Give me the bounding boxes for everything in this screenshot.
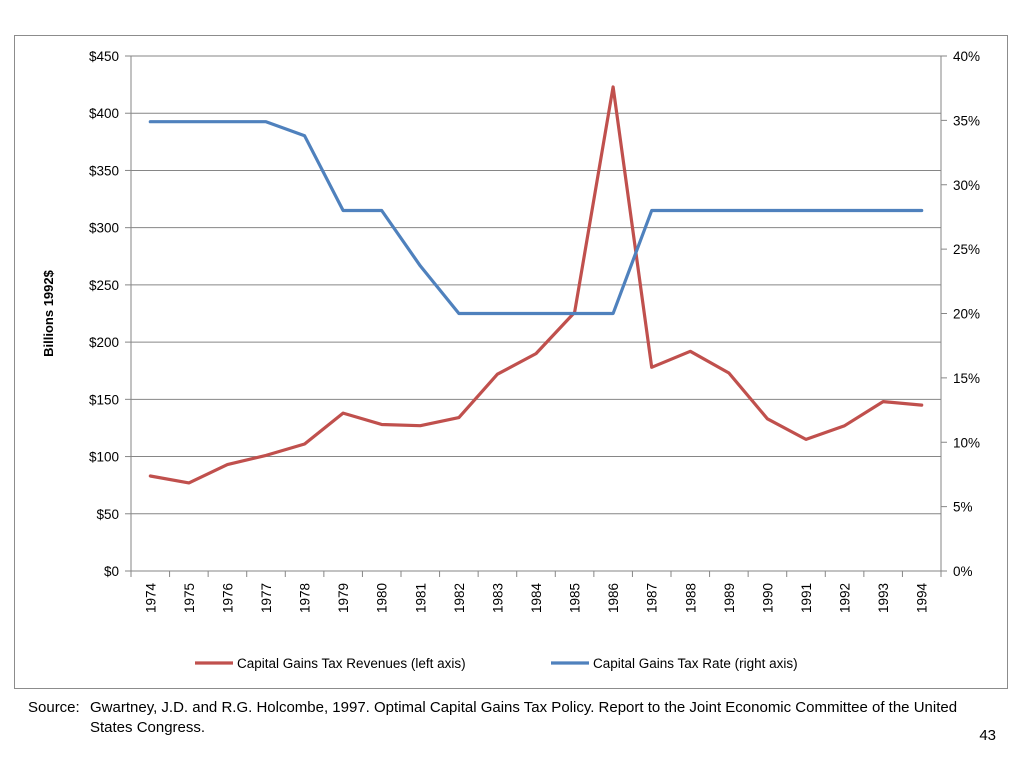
left-axis-tick-label: $450	[89, 49, 119, 64]
right-axis-tick-label: 35%	[953, 113, 980, 128]
right-axis-tick-label: 25%	[953, 242, 980, 257]
legend: Capital Gains Tax Revenues (left axis) Ca…	[195, 656, 798, 671]
left-axis-tick-label: $200	[89, 335, 119, 350]
x-axis-tick-label: 1979	[336, 583, 351, 613]
page-number: 43	[979, 727, 996, 744]
left-axis-tick-label: $100	[89, 450, 119, 465]
source-text: Gwartney, J.D. and R.G. Holcombe, 1997. …	[90, 699, 958, 736]
x-axis-tick-label: 1985	[568, 583, 583, 613]
x-axis-tick-label: 1988	[683, 583, 698, 613]
x-axis-tick-label: 1990	[760, 583, 775, 613]
x-axis-tick-label: 1994	[915, 583, 930, 614]
x-axis-tick-label: 1989	[722, 583, 737, 613]
x-axis-tick-label: 1974	[143, 583, 158, 614]
x-axis-tick-label: 1991	[799, 583, 814, 613]
right-axis-tick-label: 30%	[953, 178, 980, 193]
x-axis-tick-label: 1982	[452, 583, 467, 613]
line-chart: $0 $50 $100 $150 $200 $250 $300 $350 $400 $450 0% 5…	[41, 49, 980, 671]
left-axis-tick-label: $300	[89, 221, 119, 236]
x-axis-tick-label: 1993	[876, 583, 891, 613]
x-axis-tick-label: 1987	[645, 583, 660, 613]
x-axis-tick-label: 1992	[838, 583, 853, 613]
series-line-tax-rate	[148, 120, 924, 316]
x-axis-tick-label: 1978	[298, 583, 313, 613]
x-axis-tick-label: 1983	[490, 583, 505, 613]
right-axis-tick-label: 5%	[953, 500, 973, 515]
source-label: Source:	[28, 699, 80, 716]
left-axis-tick-label: $350	[89, 163, 119, 178]
x-axis-tick-label: 1984	[529, 583, 544, 614]
series-line-revenues	[148, 85, 924, 485]
legend-label: Capital Gains Tax Revenues (left axis)	[237, 656, 466, 671]
x-axis-tick-label: 1986	[606, 583, 621, 613]
series-lines	[148, 85, 924, 485]
right-axis-tick-label: 40%	[953, 49, 980, 64]
left-axis-tick-label: $50	[96, 507, 119, 522]
chart-frame: $0 $50 $100 $150 $200 $250 $300 $350 $400 $450 0% 5…	[14, 35, 1008, 689]
x-axis-tick-label: 1980	[375, 583, 390, 613]
right-axis-tick-label: 0%	[953, 564, 973, 579]
legend-label: Capital Gains Tax Rate (right axis)	[593, 656, 798, 671]
right-axis-tick-label: 10%	[953, 435, 980, 450]
x-axis-tick-label: 1981	[413, 583, 428, 613]
left-axis-tick-label: $150	[89, 392, 119, 407]
y-axis-title: Billions 1992$	[41, 269, 56, 356]
x-axis-tick-label: 1977	[259, 583, 274, 613]
left-axis-tick-label: $250	[89, 278, 119, 293]
axes: $0 $50 $100 $150 $200 $250 $300 $350 $400 $450 0% 5…	[41, 49, 980, 613]
gridlines	[131, 55, 941, 515]
right-axis-tick-label: 20%	[953, 307, 980, 322]
x-axis-tick-label: 1975	[182, 583, 197, 613]
left-axis-tick-label: $0	[104, 564, 119, 579]
left-axis-tick-label: $400	[89, 106, 119, 121]
right-axis-tick-label: 15%	[953, 371, 980, 386]
x-axis-tick-label: 1976	[220, 583, 235, 613]
